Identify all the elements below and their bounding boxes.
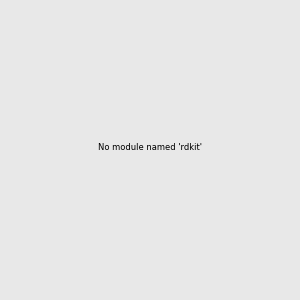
Text: No module named 'rdkit': No module named 'rdkit' bbox=[98, 143, 202, 152]
